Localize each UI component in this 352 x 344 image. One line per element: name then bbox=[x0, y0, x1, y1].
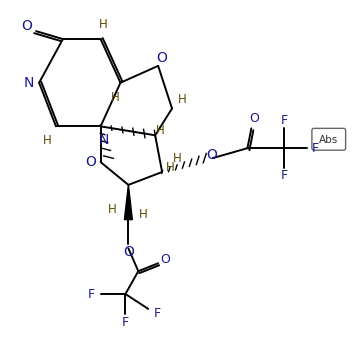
Text: O: O bbox=[250, 112, 259, 125]
Text: H: H bbox=[166, 161, 175, 173]
Text: H: H bbox=[43, 134, 51, 147]
Text: O: O bbox=[157, 51, 168, 65]
Text: N: N bbox=[24, 76, 34, 90]
Text: F: F bbox=[122, 316, 129, 329]
Text: H: H bbox=[156, 124, 164, 137]
Text: H: H bbox=[172, 152, 181, 165]
Text: F: F bbox=[311, 142, 319, 155]
Text: F: F bbox=[281, 114, 288, 127]
Text: H: H bbox=[108, 203, 117, 216]
Text: F: F bbox=[281, 170, 288, 182]
Text: H: H bbox=[111, 91, 120, 104]
Text: Abs: Abs bbox=[319, 135, 338, 145]
Text: O: O bbox=[206, 148, 217, 162]
Text: O: O bbox=[123, 245, 134, 259]
Text: F: F bbox=[88, 288, 95, 301]
Text: H: H bbox=[177, 93, 186, 106]
Text: N: N bbox=[99, 133, 109, 147]
Text: H: H bbox=[99, 18, 108, 31]
Text: O: O bbox=[160, 253, 170, 266]
Text: O: O bbox=[85, 155, 96, 169]
Text: O: O bbox=[21, 19, 32, 33]
Polygon shape bbox=[124, 185, 132, 219]
Text: H: H bbox=[139, 208, 147, 221]
Text: F: F bbox=[153, 307, 161, 320]
FancyBboxPatch shape bbox=[312, 128, 346, 150]
